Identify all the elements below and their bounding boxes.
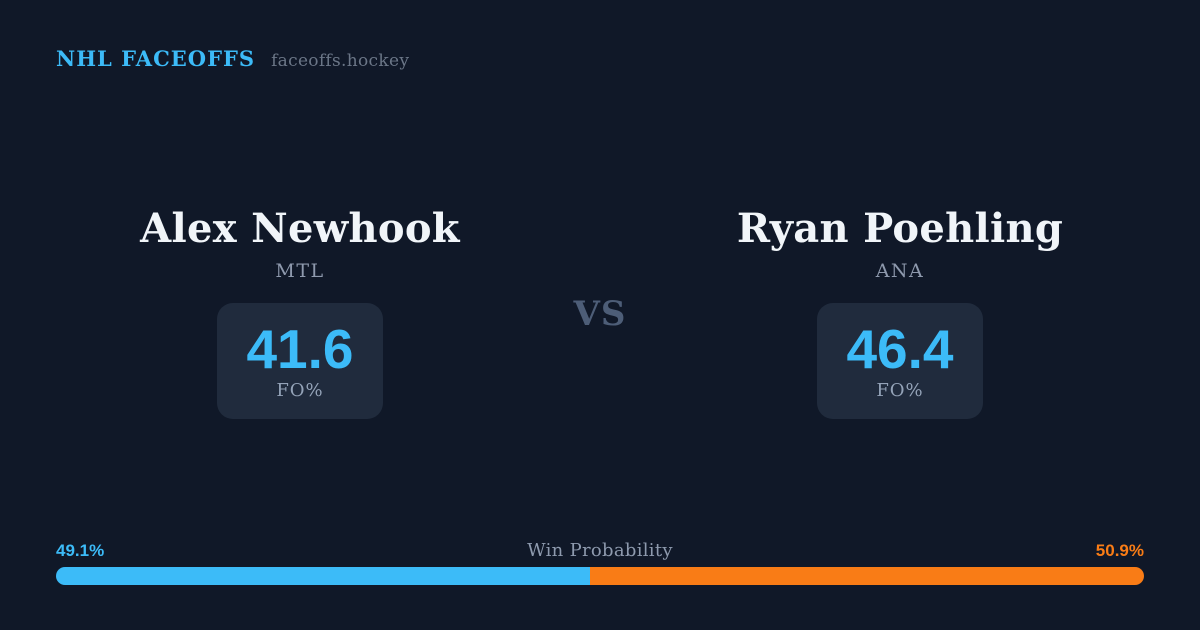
stat-card-left: 41.6 FO%	[217, 303, 383, 419]
win-probability-right-pct: 50.9%	[1095, 541, 1144, 560]
player-team-left: MTL	[275, 260, 325, 282]
stat-card-right: 46.4 FO%	[817, 303, 983, 419]
brand-title: NHL FACEOFFS	[56, 46, 256, 71]
header: NHL FACEOFFS faceoffs.hockey	[56, 46, 409, 71]
player-team-right: ANA	[875, 260, 925, 282]
vs-label: VS	[573, 294, 627, 334]
player-panel-right: Ryan Poehling ANA 46.4 FO%	[660, 205, 1140, 419]
win-probability-left-pct: 49.1%	[56, 541, 105, 560]
stat-label-right: FO%	[876, 380, 924, 401]
stat-value-right: 46.4	[846, 318, 954, 380]
player-panel-left: Alex Newhook MTL 41.6 FO%	[60, 205, 540, 419]
win-bar-right-segment	[590, 567, 1144, 585]
stat-label-left: FO%	[276, 380, 324, 401]
win-probability-title: Win Probability	[527, 540, 673, 561]
stat-value-left: 41.6	[246, 318, 354, 380]
site-url: faceoffs.hockey	[271, 51, 410, 71]
player-name-right: Ryan Poehling	[736, 205, 1064, 252]
win-bar-left-segment	[56, 567, 591, 585]
win-probability-bar	[56, 567, 1144, 585]
win-probability-labels: 49.1% Win Probability 50.9%	[56, 540, 1144, 561]
player-name-left: Alex Newhook	[140, 205, 460, 252]
